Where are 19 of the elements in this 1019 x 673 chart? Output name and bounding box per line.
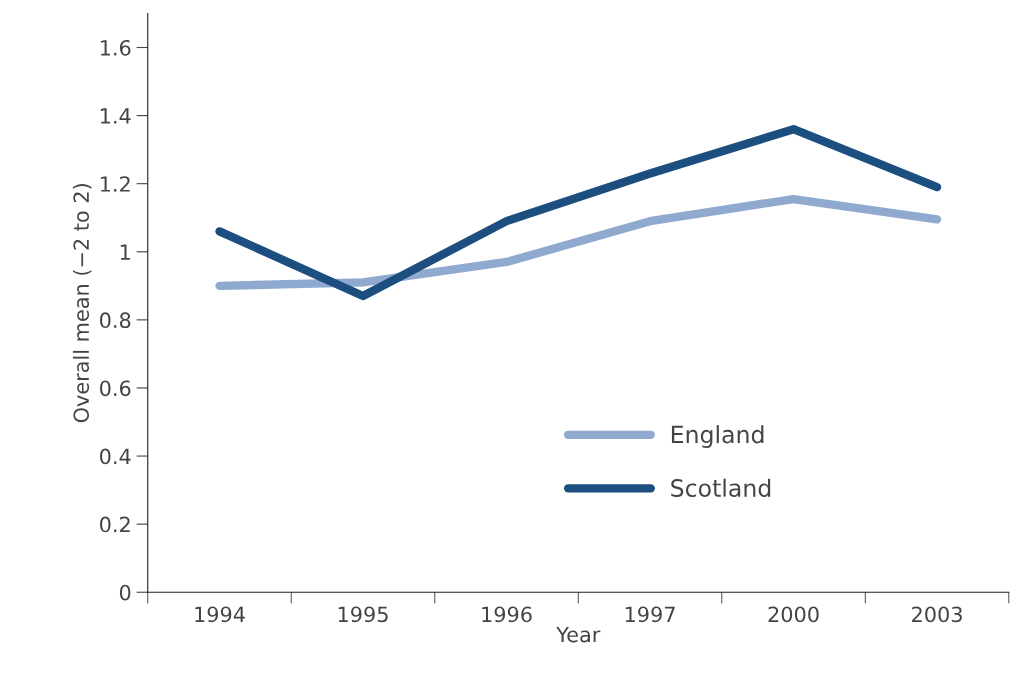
legend-label: Scotland bbox=[671, 478, 771, 497]
y-tick-label: 1.6 bbox=[100, 39, 131, 56]
x-tick-label: 1997 bbox=[625, 606, 675, 623]
y-tick-label: 1.2 bbox=[100, 176, 130, 192]
x-axis-title: Year bbox=[556, 626, 601, 643]
x-tick-label: 1996 bbox=[482, 606, 532, 623]
y-tick-label: 1.4 bbox=[100, 108, 131, 124]
y-tick-label: 0.2 bbox=[100, 516, 130, 533]
x-tick-label: 2003 bbox=[912, 606, 962, 623]
y-tick-label: 0 bbox=[119, 584, 131, 601]
y-tick-label: 0.6 bbox=[100, 380, 131, 397]
x-tick-label: 1994 bbox=[195, 606, 245, 623]
x-tick-label: 1995 bbox=[338, 606, 388, 623]
y-tick-label: 1 bbox=[120, 244, 130, 260]
y-tick-label: 0.8 bbox=[100, 312, 131, 329]
y-tick-label: 0.4 bbox=[100, 448, 131, 465]
legend-label: England bbox=[671, 425, 764, 448]
x-tick-label: 2000 bbox=[768, 606, 819, 623]
y-axis-title: Overall mean (−2 to 2) bbox=[72, 184, 92, 423]
